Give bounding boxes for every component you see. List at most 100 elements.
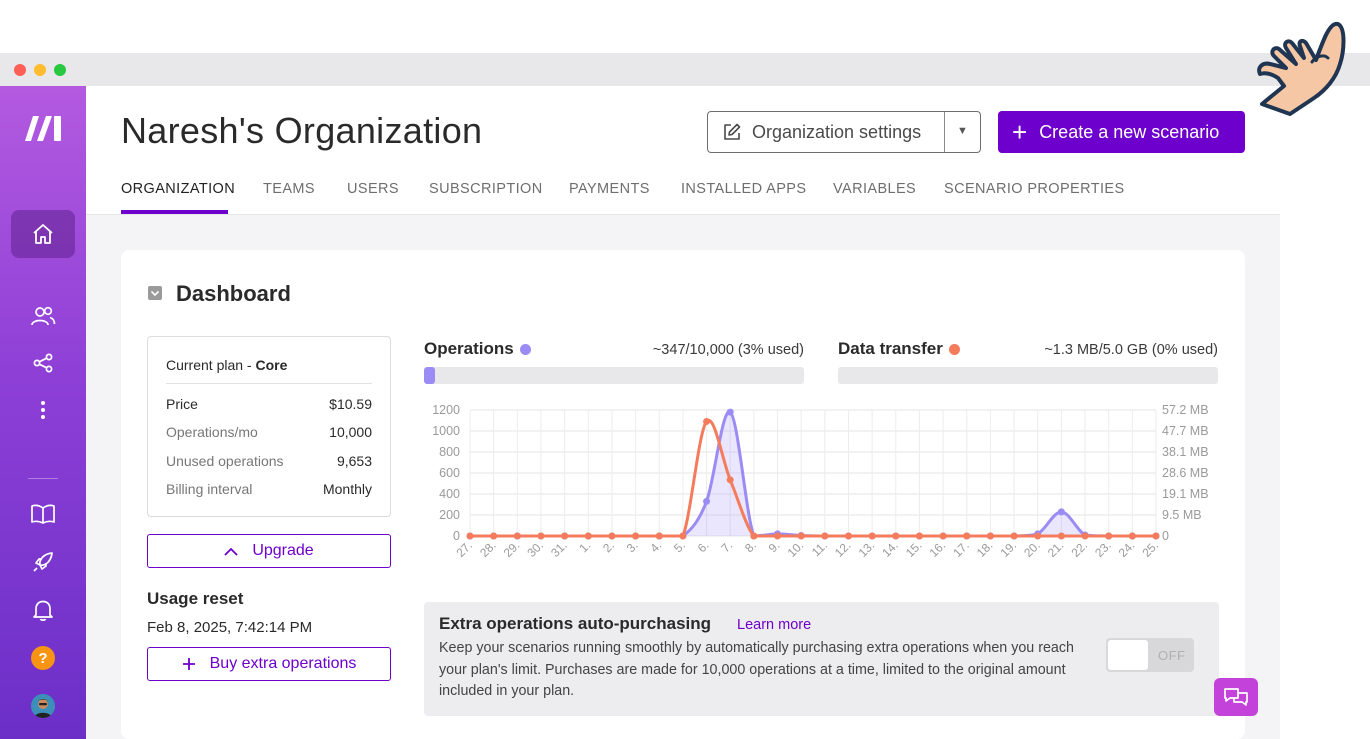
chart-y-right-tick: 28.6 MB [1162,466,1209,480]
operations-title: Operations [424,339,514,358]
make-logo-icon[interactable] [22,112,66,144]
plan-row-key: Operations/mo [166,424,258,440]
chart-point [703,497,711,505]
chart-x-tick: 15. [903,538,925,560]
plan-divider [166,383,372,384]
chart-x-tick: 7. [718,538,735,555]
chart-point [963,532,971,540]
data-transfer-meter-title: Data transfer [838,339,960,359]
tab-users[interactable]: USERS [347,181,399,197]
chart-point [679,532,687,540]
active-tab-indicator [121,210,228,214]
tab-teams[interactable]: TEAMS [263,181,315,197]
chart-x-tick: 28. [477,538,499,560]
chart-x-tick: 17. [950,538,972,560]
chart-x-tick: 22. [1068,538,1090,560]
chart-point [915,532,923,540]
chart-y-left-tick: 800 [439,445,460,459]
chart-point [466,532,474,540]
chart-point [750,532,758,540]
chart-x-tick: 4. [647,538,664,555]
extra-operations-title: Extra operations auto-purchasing [439,614,712,633]
plan-row-value: Monthly [322,481,372,497]
sidebar-divider [28,478,58,479]
chart-x-tick: 30. [524,538,546,560]
window-close-dot[interactable] [14,64,26,76]
operations-legend-dot [519,343,531,355]
collapse-toggle-icon[interactable] [148,286,162,300]
chart-point [726,408,734,416]
plan-row: Billing interval Monthly [166,481,372,497]
chart-point [1057,508,1065,516]
home-icon[interactable] [27,218,59,250]
chart-y-right-tick: 19.1 MB [1162,487,1209,501]
chart-x-tick: 19. [997,538,1019,560]
book-icon[interactable] [27,498,59,530]
chart-x-tick: 10. [785,538,807,560]
chevron-down-icon[interactable]: ▼ [957,125,968,137]
chart-point [726,476,734,484]
chart-point [608,532,616,540]
share-icon[interactable] [27,347,59,379]
chart-point [1152,532,1160,540]
buy-extra-operations-label: Buy extra operations [209,655,357,672]
operations-value: ~347/10,000 (3% used) [652,342,804,358]
chart-point [821,532,829,540]
plan-row-value: 9,653 [336,453,372,469]
create-scenario-label: Create a new scenario [1039,121,1220,142]
plus-icon: + [1012,117,1028,147]
sidebar-item-home[interactable] [11,210,75,258]
plan-row-value: $10.59 [329,396,372,412]
chart-x-tick: 9. [766,538,783,555]
operations-progress [424,367,804,384]
tab-installed-apps[interactable]: INSTALLED APPS [681,181,807,197]
chart-y-left-tick: 600 [439,466,460,480]
upgrade-button[interactable]: Upgrade [147,534,391,568]
chart-point [1010,532,1018,540]
window-zoom-dot[interactable] [54,64,66,76]
auto-purchase-toggle[interactable]: OFF [1106,638,1194,672]
page-title: Naresh's Organization [121,110,483,151]
chart-point [537,532,545,540]
avatar[interactable] [31,694,55,718]
window-minimize-dot[interactable] [34,64,46,76]
help-icon[interactable]: ? [31,646,55,670]
chart-point [868,532,876,540]
chevron-up-icon [224,547,238,556]
tab-variables[interactable]: VARIABLES [833,181,917,197]
chart-y-left-tick: 1200 [432,403,460,417]
organization-settings-button[interactable]: Organization settings ▼ [707,111,981,153]
data-transfer-value: ~1.3 MB/5.0 GB (0% used) [1044,342,1218,358]
buy-extra-operations-button[interactable]: Buy extra operations [147,647,391,681]
users-icon[interactable] [27,300,59,332]
create-scenario-button[interactable]: + Create a new scenario [998,111,1245,153]
chart-y-right-tick: 9.5 MB [1162,508,1202,522]
chart-y-right-tick: 38.1 MB [1162,445,1209,459]
tab-subscription[interactable]: SUBSCRIPTION [429,181,543,197]
chart-y-left-tick: 1000 [432,424,460,438]
plan-row-key: Unused operations [166,453,284,469]
chart-x-tick: 1. [576,538,593,555]
current-plan-label: Current plan - [166,357,256,373]
chat-icon[interactable] [1214,678,1258,716]
more-vertical-icon[interactable] [27,394,59,426]
chart-point [513,532,521,540]
chart-x-tick: 29. [501,538,523,560]
chart-point [986,532,994,540]
chart-y-left-tick: 400 [439,487,460,501]
chart-x-tick: 12. [832,538,854,560]
learn-more-link[interactable]: Learn more [737,617,812,633]
tab-scenario-properties[interactable]: SCENARIO PROPERTIES [944,181,1125,197]
bell-icon[interactable] [27,594,59,626]
chart-point [1128,532,1136,540]
rocket-icon[interactable] [27,546,59,578]
chart-x-tick: 18. [974,538,996,560]
chart-x-tick: 11. [809,538,830,559]
chart-point [561,532,569,540]
data-transfer-title: Data transfer [838,339,943,358]
tab-organization[interactable]: ORGANIZATION [121,181,236,197]
usage-chart: 0 0 200 9.5 MB 400 19.1 MB 600 28.6 MB 800 38.1 M… [432,403,1209,560]
chart-point [892,532,900,540]
tab-payments[interactable]: PAYMENTS [569,181,650,197]
toggle-label: OFF [1158,648,1186,663]
